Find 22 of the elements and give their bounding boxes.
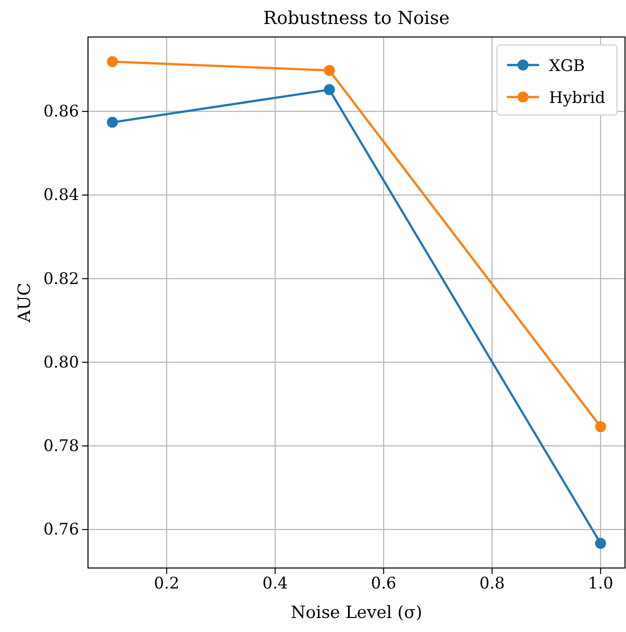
point [324,84,335,96]
point [106,56,118,68]
point [595,421,606,432]
legend-label: Hybrid [549,88,606,107]
y-axis-title: AUC [15,282,35,324]
y-tick-label: 0.82 [43,268,79,288]
y-tick-label: 0.86 [43,102,79,121]
y-tick-label: 0.84 [43,185,79,204]
point [324,64,335,76]
y-tick-label: 0.76 [43,520,79,539]
point [595,538,606,549]
y-tick-label: 0.80 [43,352,79,372]
x-tick-label: 0.2 [154,573,180,592]
x-tick-label: 1.0 [588,573,614,592]
y-tick-label: 0.78 [43,436,79,456]
x-tick-label: 0.6 [370,573,396,592]
chart-title: Robustness to Noise [263,8,450,29]
point [106,116,118,128]
x-tick-label: 0.4 [262,573,288,592]
x-axis-title: Noise Level (σ) [290,603,422,623]
x-tick-label: 0.8 [479,573,505,592]
legend-label: XGB [549,56,585,75]
